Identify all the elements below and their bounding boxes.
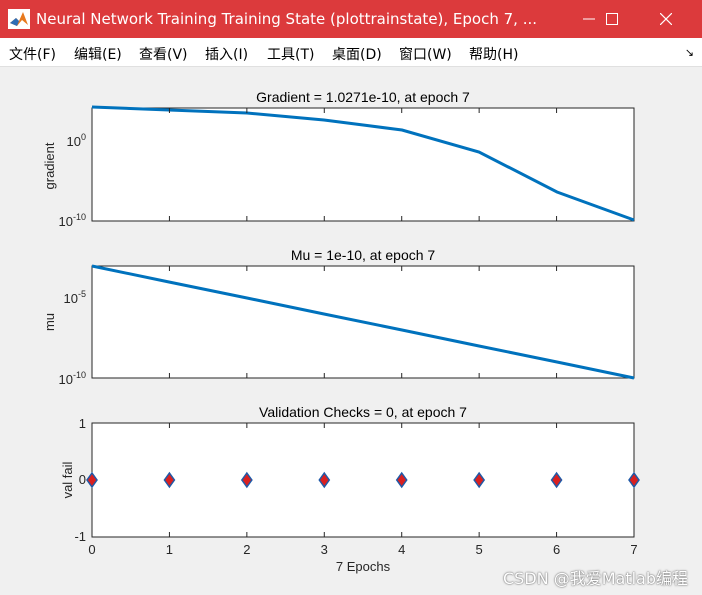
- csdn-watermark: CSDN @我爱Matlab编程: [503, 569, 688, 588]
- gradient-ytick-1e-10: 10-10: [59, 212, 86, 229]
- val-ytick-neg1: -1: [74, 529, 86, 544]
- gradient-ylabel: gradient: [42, 142, 57, 189]
- val-fail-marker: [240, 471, 253, 489]
- epochs-xlabel: 7 Epochs: [336, 559, 391, 574]
- val-xtick-label: 4: [398, 542, 405, 557]
- menu-window[interactable]: 窗口(W): [399, 47, 452, 63]
- gradient-plot: Gradient = 1.0271e-10, at epoch 7 gradie…: [42, 89, 635, 229]
- gradient-plot-title: Gradient = 1.0271e-10, at epoch 7: [256, 89, 470, 105]
- val-fail-marker: [318, 471, 331, 489]
- mu-series-line: [91, 264, 635, 380]
- menu-file[interactable]: 文件(F): [9, 47, 56, 63]
- maximize-button[interactable]: [589, 0, 635, 38]
- val-fail-marker: [163, 471, 176, 489]
- mu-plot-title: Mu = 1e-10, at epoch 7: [291, 247, 436, 263]
- menu-tools[interactable]: 工具(T): [267, 47, 315, 63]
- mu-plot: Mu = 1e-10, at epoch 7 mu 10-5 10-10: [42, 247, 635, 387]
- mu-ytick-1e-5: 10-5: [64, 289, 86, 306]
- val-ytick-0: 0: [79, 472, 86, 487]
- close-icon: [660, 13, 672, 25]
- menu-edit[interactable]: 编辑(E): [74, 47, 122, 63]
- dock-arrow-icon[interactable]: ↘: [684, 46, 694, 59]
- val-xtick-label: 0: [88, 542, 95, 557]
- plots-area: Gradient = 1.0271e-10, at epoch 7 gradie…: [42, 89, 640, 574]
- val-xtick-label: 6: [553, 542, 560, 557]
- val-fail-ylabel: val fail: [60, 461, 75, 498]
- val-fail-markers: [86, 471, 640, 489]
- menu-insert[interactable]: 插入(I): [205, 47, 249, 63]
- val-fail-marker: [550, 471, 563, 489]
- menu-help[interactable]: 帮助(H): [469, 47, 519, 63]
- close-button[interactable]: [643, 0, 689, 38]
- menu-view[interactable]: 查看(V): [139, 47, 188, 63]
- val-fail-plot-title: Validation Checks = 0, at epoch 7: [259, 404, 467, 420]
- val-xtick-label: 7: [630, 542, 637, 557]
- val-xtick-label: 5: [476, 542, 483, 557]
- axis-ticks: [168, 108, 558, 537]
- mu-ylabel: mu: [42, 313, 57, 331]
- val-xtick-label: 2: [243, 542, 250, 557]
- val-xtick-labels: 0 1 2 3 4 5 6 7: [88, 542, 637, 557]
- maximize-icon: [606, 13, 618, 25]
- val-ytick-1: 1: [79, 416, 86, 431]
- val-fail-plot: Validation Checks = 0, at epoch 7 val fa…: [60, 404, 640, 574]
- val-fail-marker: [628, 471, 640, 489]
- val-xtick-label: 3: [321, 542, 328, 557]
- matlab-logo-icon: [8, 9, 30, 29]
- gradient-series-line: [91, 105, 635, 222]
- val-fail-marker: [86, 471, 98, 489]
- menu-bar: 文件(F) 编辑(E) 查看(V) 插入(I) 工具(T) 桌面(D) 窗口(W…: [0, 38, 702, 67]
- mu-ytick-1e-10: 10-10: [59, 370, 86, 387]
- gradient-ytick-1e0: 100: [67, 132, 86, 149]
- minimize-icon: [583, 18, 595, 20]
- menu-desktop[interactable]: 桌面(D): [332, 47, 382, 63]
- val-fail-marker: [395, 471, 408, 489]
- title-bar[interactable]: Neural Network Training Training State (…: [0, 0, 702, 38]
- val-xtick-label: 1: [166, 542, 173, 557]
- val-fail-marker: [473, 471, 486, 489]
- window-title: Neural Network Training Training State (…: [36, 10, 538, 28]
- minimize-button[interactable]: [566, 0, 612, 38]
